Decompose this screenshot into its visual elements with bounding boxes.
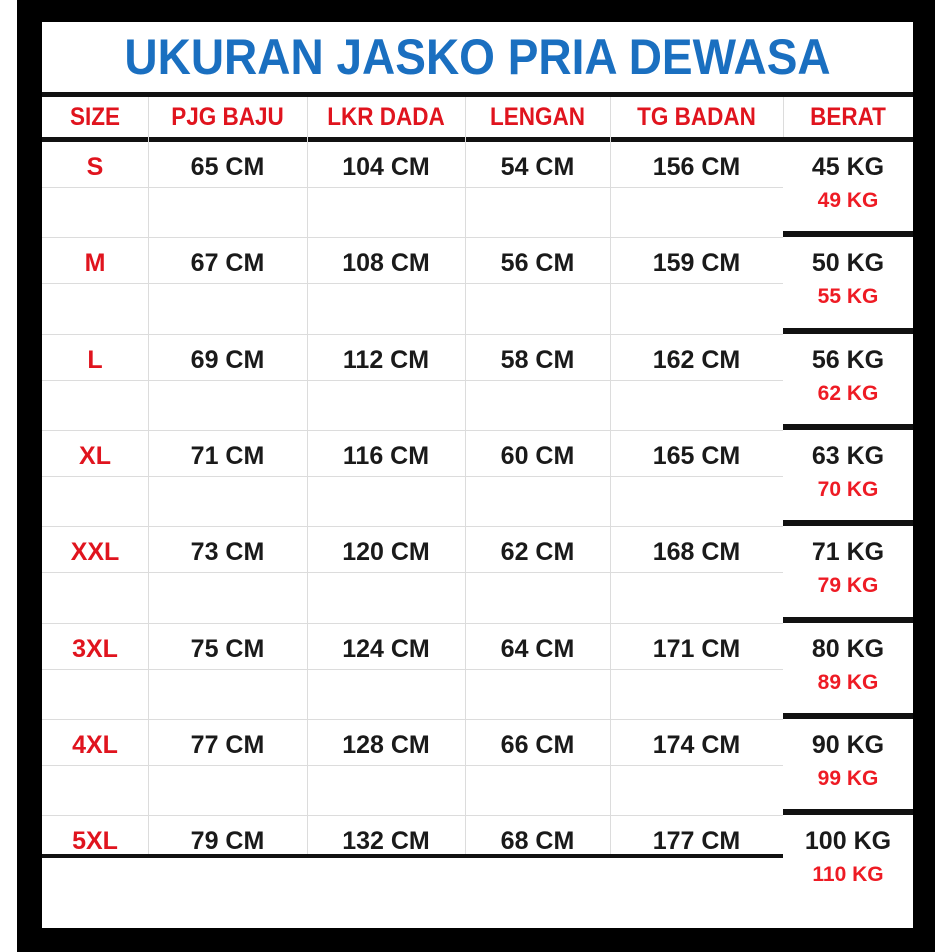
- row-divider: [42, 475, 783, 477]
- measurement-cell: 62 CM: [500, 538, 575, 567]
- size-label: XXL: [70, 538, 120, 567]
- weight-max: 89 KG: [817, 670, 879, 694]
- weight-min: 63 KG: [811, 441, 885, 470]
- column-divider: [783, 97, 784, 137]
- size-label: 3XL: [72, 634, 118, 663]
- group-divider: [783, 712, 913, 719]
- measurement-cell: 67 CM: [190, 249, 265, 278]
- measurement-cell: 60 CM: [500, 441, 575, 470]
- header-lkr-dada: LKR DADA: [327, 103, 445, 131]
- right-border: [935, 0, 952, 952]
- row-divider: [42, 572, 783, 574]
- measurement-cell: 120 CM: [342, 538, 430, 567]
- measurement-cell: 177 CM: [652, 827, 741, 856]
- size-label: S: [86, 153, 104, 181]
- measurement-cell: 69 CM: [190, 345, 265, 374]
- measurement-cell: 65 CM: [190, 153, 265, 181]
- left-border: [0, 0, 17, 952]
- measurement-cell: 71 CM: [190, 441, 265, 470]
- weight-min: 80 KG: [811, 634, 885, 663]
- row-divider: [42, 187, 783, 188]
- weight-min: 50 KG: [811, 249, 885, 278]
- row-divider: [42, 668, 783, 670]
- measurement-cell: 108 CM: [342, 249, 430, 278]
- weight-max: 55 KG: [817, 285, 879, 309]
- weight-min: 90 KG: [811, 730, 885, 759]
- header-lengan: LENGAN: [489, 103, 586, 131]
- size-label: M: [84, 249, 106, 278]
- measurement-cell: 54 CM: [500, 153, 575, 181]
- size-label: L: [87, 345, 103, 374]
- measurement-cell: 165 CM: [652, 441, 741, 470]
- weight-min: 100 KG: [804, 827, 892, 856]
- row-divider: [42, 718, 783, 720]
- row-divider: [42, 622, 783, 624]
- divider: [42, 92, 913, 97]
- column-divider: [307, 97, 308, 858]
- measurement-cell: 174 CM: [652, 730, 741, 759]
- measurement-cell: 68 CM: [500, 827, 575, 856]
- measurement-cell: 124 CM: [342, 634, 430, 663]
- weight-max: 62 KG: [817, 381, 879, 405]
- column-divider: [610, 97, 611, 858]
- group-divider: [783, 423, 913, 430]
- header-size: SIZE: [69, 103, 121, 131]
- measurement-cell: 56 CM: [500, 249, 575, 278]
- header-berat: BERAT: [810, 103, 886, 131]
- weight-max: 79 KG: [817, 574, 879, 598]
- size-label: XL: [79, 441, 111, 470]
- weight-max: 99 KG: [817, 766, 879, 790]
- group-divider: [783, 616, 913, 623]
- row-divider: [42, 333, 783, 335]
- row-divider: [42, 526, 783, 528]
- measurement-cell: 159 CM: [652, 249, 741, 278]
- row-divider: [42, 429, 783, 431]
- measurement-cell: 104 CM: [342, 153, 430, 181]
- weight-max: 70 KG: [817, 477, 879, 501]
- group-divider: [783, 809, 913, 816]
- measurement-cell: 73 CM: [190, 538, 265, 567]
- group-divider: [783, 520, 913, 527]
- measurement-cell: 112 CM: [342, 345, 430, 374]
- row-divider: [42, 815, 783, 817]
- row-divider: [42, 379, 783, 381]
- measurement-cell: 79 CM: [190, 827, 265, 856]
- weight-min: 45 KG: [811, 153, 885, 181]
- size-label: 5XL: [72, 827, 118, 856]
- measurement-cell: 64 CM: [500, 634, 575, 663]
- header-pjg-baju: PJG BAJU: [171, 103, 284, 131]
- row-divider: [42, 283, 783, 285]
- header-tg-badan: TG BADAN: [637, 103, 756, 131]
- divider: [42, 137, 913, 142]
- column-divider: [148, 97, 149, 858]
- table-bottom-line: [42, 854, 783, 859]
- measurement-cell: 132 CM: [342, 827, 430, 856]
- row-divider: [42, 237, 783, 239]
- measurement-cell: 162 CM: [652, 345, 741, 374]
- measurement-cell: 116 CM: [342, 441, 430, 470]
- weight-min: 71 KG: [811, 538, 885, 567]
- row-divider: [42, 764, 783, 766]
- weight-min: 56 KG: [811, 345, 885, 374]
- size-label: 4XL: [72, 730, 118, 759]
- measurement-cell: 156 CM: [652, 153, 741, 181]
- measurement-cell: 75 CM: [190, 634, 265, 663]
- group-divider: [783, 231, 913, 238]
- measurement-cell: 77 CM: [190, 730, 265, 759]
- weight-max: 110 KG: [812, 863, 884, 887]
- measurement-cell: 58 CM: [500, 345, 575, 374]
- weight-max: 49 KG: [817, 189, 879, 212]
- chart-title: UKURAN JASKO PRIA DEWASA: [124, 29, 831, 85]
- measurement-cell: 128 CM: [342, 730, 430, 759]
- measurement-cell: 66 CM: [500, 730, 575, 759]
- group-divider: [783, 327, 913, 334]
- measurement-cell: 171 CM: [652, 634, 741, 663]
- column-divider: [465, 97, 466, 858]
- measurement-cell: 168 CM: [652, 538, 741, 567]
- size-chart: UKURAN JASKO PRIA DEWASA SIZE PJG BAJU LKR…: [42, 22, 913, 928]
